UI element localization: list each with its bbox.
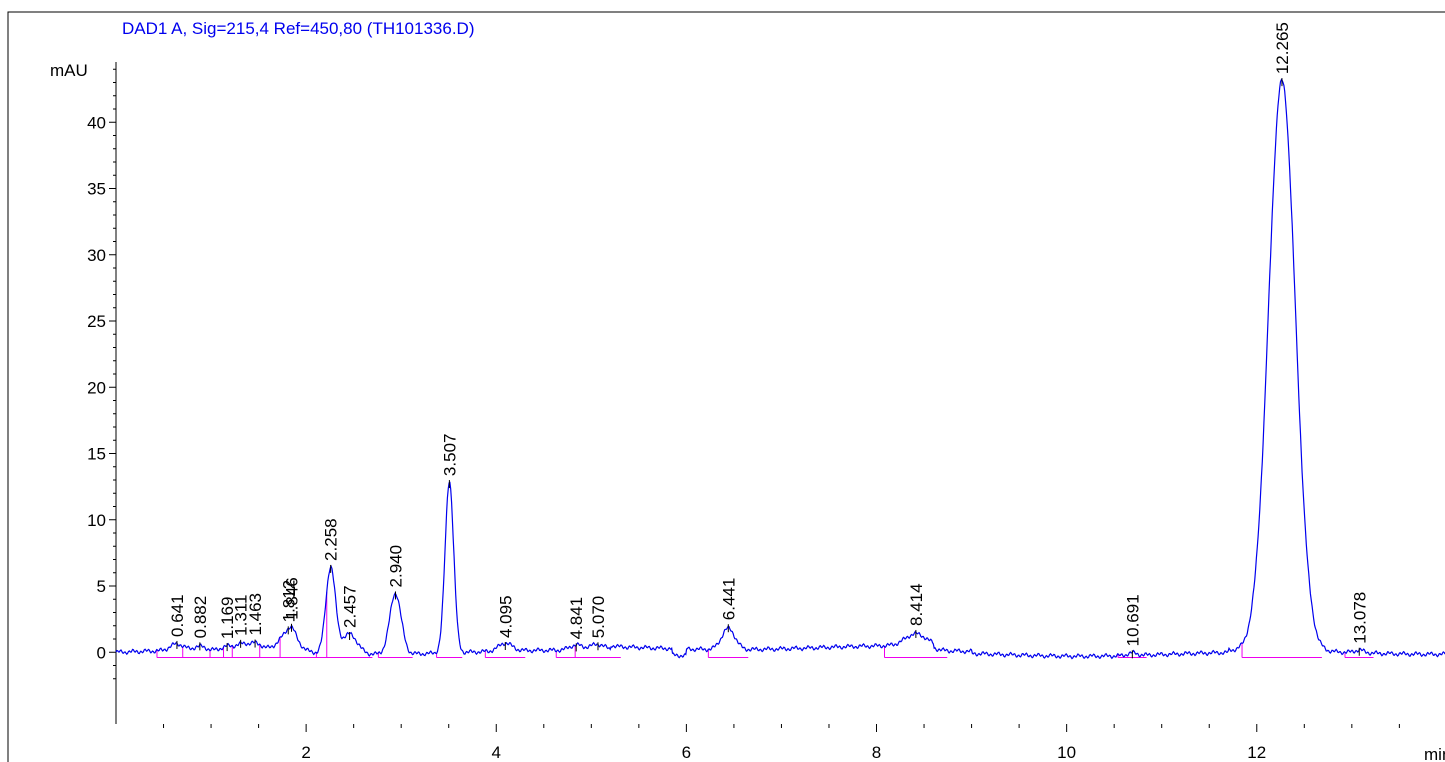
peak-label: 5.070 <box>589 596 608 639</box>
peak-label: 1.463 <box>246 593 265 636</box>
peak-label: 2.258 <box>322 518 341 561</box>
axes: 0 5 10 15 20 25 30 35 40 2 4 6 8 10 12 <box>87 62 1400 762</box>
x-axis-label: min <box>1424 745 1445 762</box>
peak-label: 4.841 <box>567 597 586 640</box>
peak-label: 2.457 <box>341 585 360 628</box>
plot-border <box>7 11 1445 762</box>
y-axis-label: mAU <box>50 61 88 80</box>
x-tick-label: 12 <box>1247 743 1266 762</box>
y-tick-label: 0 <box>97 643 106 662</box>
peak-label: 0.882 <box>191 596 210 639</box>
peak-label: 8.414 <box>907 583 926 626</box>
peak-label: 12.265 <box>1273 22 1292 74</box>
peak-label: 1.812 <box>279 580 298 623</box>
x-tick-label: 4 <box>492 743 501 762</box>
y-tick-label: 15 <box>87 445 106 464</box>
y-tick-label: 40 <box>87 113 106 132</box>
x-tick-label: 2 <box>301 743 310 762</box>
peak-label: 1.169 <box>218 597 237 640</box>
x-tick-label: 6 <box>682 743 691 762</box>
baseline-segments <box>156 591 1374 659</box>
peak-label: 6.441 <box>719 578 738 621</box>
chart-title: DAD1 A, Sig=215,4 Ref=450,80 (TH101336.D… <box>122 19 475 38</box>
peak-label: 1.311 <box>232 595 251 636</box>
x-tick-label: 8 <box>872 743 881 762</box>
y-tick-label: 20 <box>87 378 106 397</box>
peak-label: 3.507 <box>440 434 459 477</box>
peak-label: 2.940 <box>386 545 405 588</box>
y-tick-label: 10 <box>87 511 106 530</box>
y-tick-label: 5 <box>97 577 106 596</box>
peak-label: 1.846 <box>282 577 301 620</box>
peak-label: 4.095 <box>496 595 515 638</box>
signal-trace <box>115 78 1445 660</box>
y-tick-label: 35 <box>87 180 106 199</box>
y-tick-label: 30 <box>87 246 106 265</box>
peak-label: 13.078 <box>1350 592 1369 644</box>
peak-label: 0.641 <box>168 594 187 637</box>
x-tick-label: 10 <box>1057 743 1076 762</box>
peak-label: 10.691 <box>1123 594 1142 646</box>
y-tick-label: 25 <box>87 312 106 331</box>
